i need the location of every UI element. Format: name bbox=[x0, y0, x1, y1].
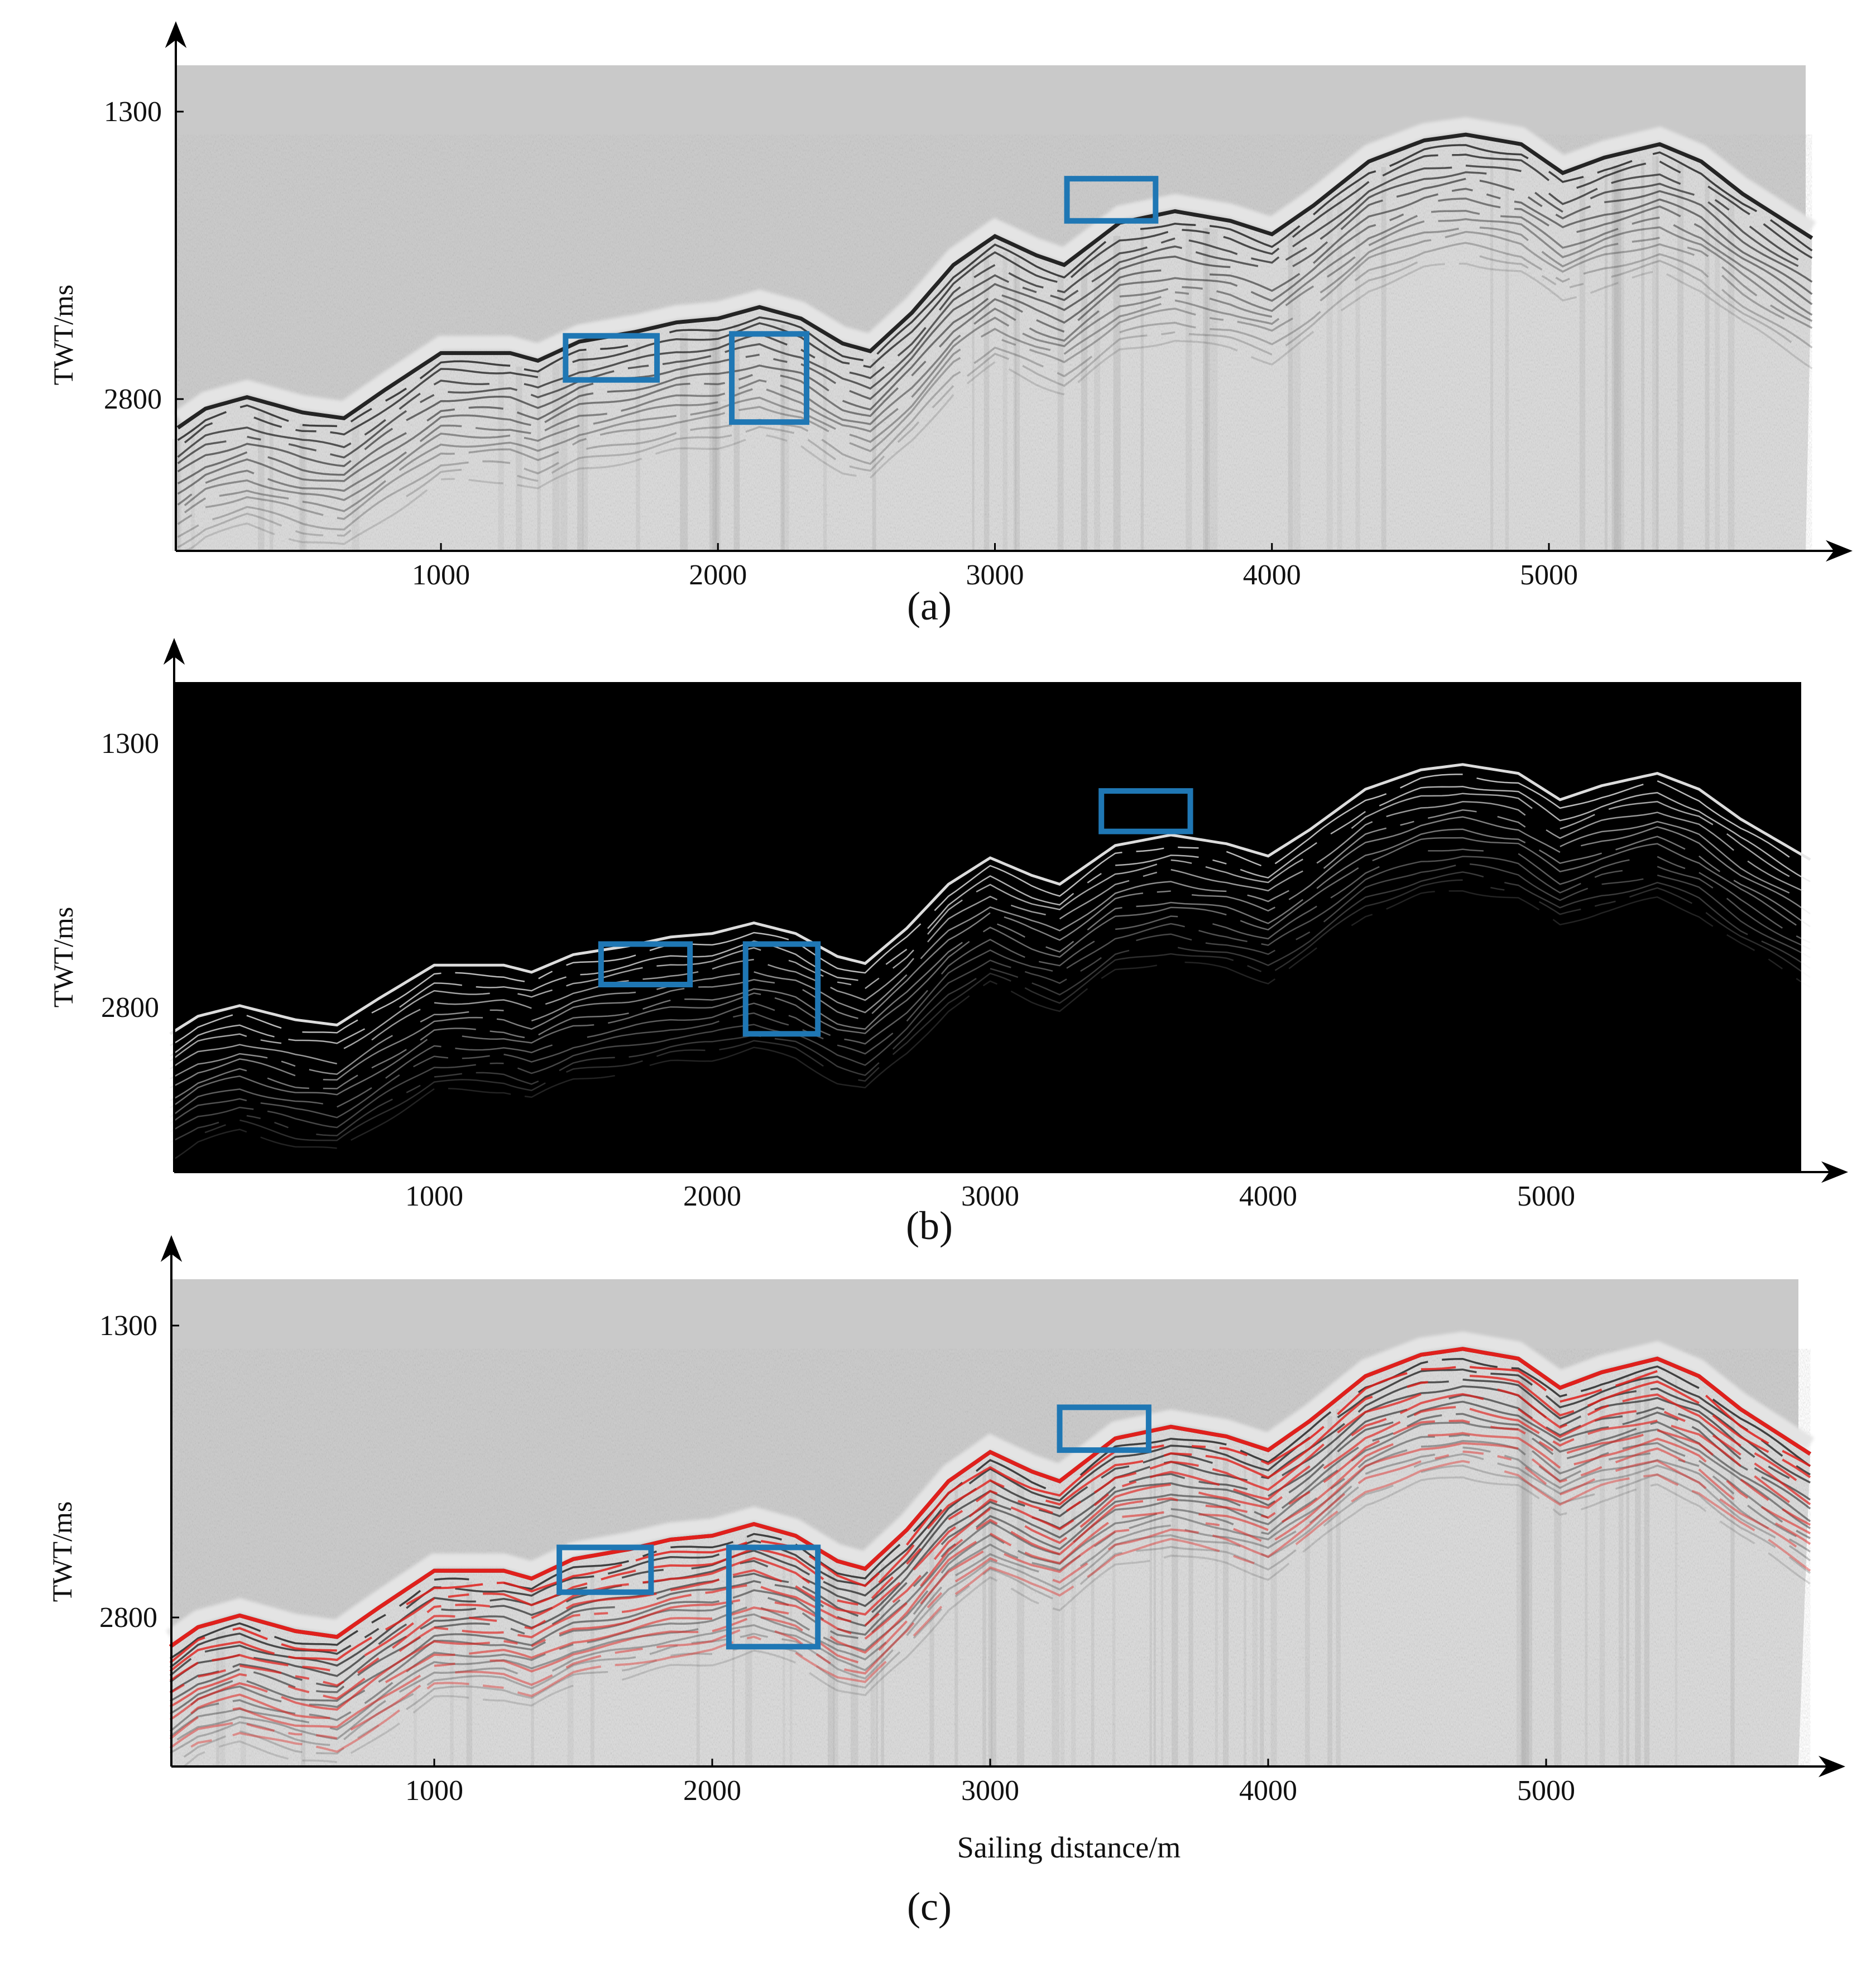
x-tick-label: 2000 bbox=[689, 559, 747, 591]
x-tick-label: 1000 bbox=[405, 1775, 463, 1807]
reflector-layer bbox=[177, 242, 1813, 538]
highlight-box bbox=[556, 1544, 654, 1595]
seafloor-halo bbox=[174, 117, 1816, 424]
reflector-layer bbox=[177, 188, 1813, 484]
reflector-layer bbox=[177, 197, 1813, 495]
panel-b-highlight-boxes bbox=[598, 788, 1193, 1037]
horizon-seafloor bbox=[169, 1347, 1811, 1649]
y-tick-label: 2800 bbox=[99, 1602, 157, 1634]
reflector-layer bbox=[170, 890, 1811, 1163]
reflector-layer bbox=[169, 1413, 1811, 1715]
reflector-layer bbox=[170, 774, 1790, 1046]
reflector-layer bbox=[176, 1446, 1811, 1741]
subsurface-noise bbox=[170, 1348, 1811, 1766]
reflector-layer bbox=[190, 1422, 1811, 1708]
reflector-layer bbox=[204, 879, 1811, 1141]
panel-c-xlabel: Sailing distance/m bbox=[957, 1831, 1181, 1864]
highlight-box bbox=[1064, 176, 1159, 224]
horizon-pick bbox=[190, 1460, 1811, 1753]
highlight-box bbox=[1057, 1404, 1151, 1453]
reflector-layer bbox=[170, 828, 1811, 1102]
panel-a-subsurface bbox=[172, 117, 1816, 551]
panel-b: 1000 2000 3000 4000 5000 1300 2800 (b) TWT/ms bbox=[47, 638, 1848, 1248]
y-tick-label: 2800 bbox=[104, 383, 162, 415]
reflector-layer bbox=[170, 871, 1811, 1143]
reflector-layer bbox=[169, 1394, 1811, 1693]
panel-c-label: (c) bbox=[907, 1884, 952, 1929]
reflector-layer bbox=[170, 809, 1790, 1079]
seafloor-reflector bbox=[169, 763, 1811, 1035]
y-tick-label: 1300 bbox=[104, 96, 162, 128]
reflector-layer bbox=[184, 218, 1813, 506]
panel-b-reflectors bbox=[169, 763, 1811, 1163]
panel-a: 1000 2000 3000 4000 5000 1300 2800 (a) TWT/ms bbox=[47, 21, 1853, 628]
seafloor-reflector bbox=[176, 132, 1813, 430]
panel-b-axes: 1000 2000 3000 4000 5000 1300 2800 bbox=[101, 638, 1848, 1212]
panel-a-label: (a) bbox=[907, 584, 952, 628]
y-tick-label: 2800 bbox=[101, 992, 159, 1024]
reflector-layer bbox=[170, 863, 1811, 1132]
x-tick-label: 3000 bbox=[966, 559, 1024, 591]
reflector-layer bbox=[177, 144, 1813, 441]
subsurface-noise bbox=[176, 135, 1812, 551]
highlight-box bbox=[598, 941, 693, 988]
reflector-layer bbox=[177, 262, 1813, 552]
x-tick-label: 4000 bbox=[1239, 1180, 1297, 1212]
reflector-layer bbox=[183, 1465, 1811, 1758]
horizon-pick bbox=[169, 1393, 1811, 1694]
reflector-layer bbox=[170, 793, 1790, 1062]
x-tick-label: 3000 bbox=[961, 1180, 1019, 1212]
panel-b-label: (b) bbox=[906, 1203, 953, 1248]
reflector-layer bbox=[170, 801, 1804, 1070]
x-tick-label: 5000 bbox=[1517, 1180, 1575, 1212]
reflector-layer bbox=[170, 837, 1797, 1108]
seafloor-halo bbox=[166, 1331, 1815, 1643]
highlight-box bbox=[729, 331, 810, 425]
panel-a-ylabel: TWT/ms bbox=[47, 285, 79, 386]
x-tick-label: 5000 bbox=[1520, 559, 1578, 591]
x-tick-label: 4000 bbox=[1243, 559, 1301, 591]
horizon-pick bbox=[190, 1432, 1811, 1720]
x-tick-label: 4000 bbox=[1239, 1775, 1297, 1807]
horizon-pick bbox=[169, 1450, 1797, 1749]
reflector-layer bbox=[177, 171, 1799, 464]
x-tick-label: 2000 bbox=[683, 1180, 741, 1212]
panel-a-axes: 1000 2000 3000 4000 5000 1300 2800 bbox=[104, 21, 1853, 591]
reflector-layer bbox=[184, 153, 1813, 444]
y-tick-label: 1300 bbox=[99, 1310, 157, 1342]
reflector-layer bbox=[177, 177, 1813, 473]
reflector-layer bbox=[177, 231, 1785, 525]
panel-a-highlight-boxes bbox=[563, 176, 1159, 425]
highlight-box bbox=[742, 941, 821, 1037]
horizon-pick bbox=[169, 1406, 1790, 1708]
highlight-box bbox=[563, 333, 660, 383]
panel-b-background bbox=[174, 682, 1801, 1172]
x-tick-label: 1000 bbox=[405, 1180, 463, 1212]
highlight-box bbox=[1098, 788, 1193, 834]
panel-c-axes: 1000 2000 3000 4000 5000 1300 2800 bbox=[99, 1235, 1845, 1807]
panel-c: 1000 2000 3000 4000 5000 1300 2800 Sailing dis… bbox=[46, 1235, 1845, 1929]
panel-b-ylabel: TWT/ms bbox=[47, 907, 79, 1008]
reflector-layer bbox=[177, 255, 1792, 549]
reflector-layer bbox=[170, 816, 1811, 1089]
panel-c-highlight-boxes bbox=[556, 1404, 1151, 1650]
reflector-layer bbox=[177, 209, 1813, 506]
x-tick-label: 1000 bbox=[412, 559, 470, 591]
reflector-layer bbox=[170, 1476, 1811, 1768]
x-tick-label: 3000 bbox=[961, 1775, 1019, 1807]
horizon-pick bbox=[169, 1419, 1811, 1721]
reflector-layer bbox=[170, 786, 1811, 1057]
reflector-layer bbox=[170, 848, 1811, 1118]
x-tick-label: 2000 bbox=[683, 1775, 741, 1807]
y-tick-label: 1300 bbox=[101, 728, 159, 760]
highlight-box bbox=[726, 1544, 821, 1650]
reflector-layer bbox=[170, 1453, 1811, 1754]
reflector-layer bbox=[184, 226, 1813, 513]
x-tick-label: 5000 bbox=[1517, 1775, 1575, 1807]
panel-c-ylabel: TWT/ms bbox=[46, 1501, 78, 1602]
horizon-pick bbox=[169, 1375, 1811, 1672]
